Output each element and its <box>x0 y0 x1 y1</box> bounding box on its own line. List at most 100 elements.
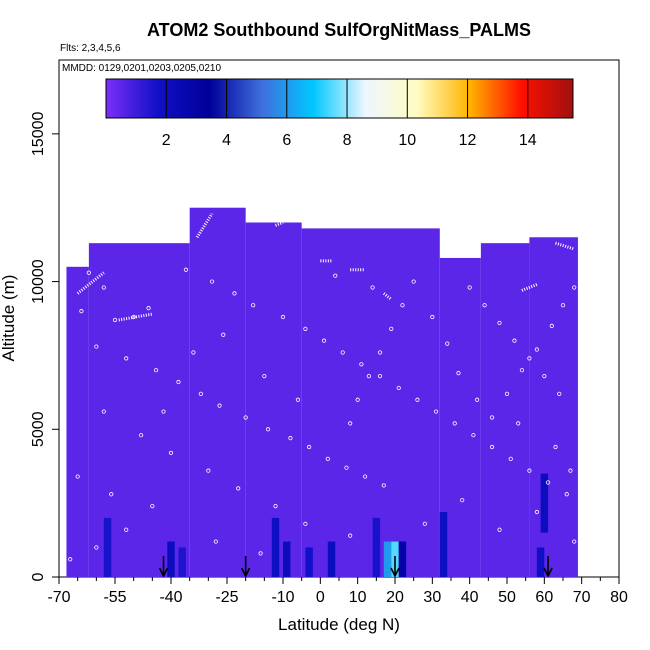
sample-point <box>86 270 91 275</box>
sample-point <box>146 306 151 311</box>
sample-point <box>348 421 353 426</box>
arrow-head <box>543 567 553 578</box>
sample-point <box>433 409 439 414</box>
sample-point <box>198 391 203 396</box>
x-tick-label: -25 <box>215 589 238 606</box>
colorbar-tick-label: 12 <box>459 132 477 149</box>
sample-point <box>101 409 106 414</box>
sample-point <box>303 521 308 526</box>
sample-point <box>150 503 155 509</box>
sample-point <box>112 317 118 323</box>
x-tick-label: 50 <box>498 589 516 606</box>
sample-point <box>545 480 551 485</box>
y-tick-label: 15000 <box>30 112 47 157</box>
y-tick-label: 5000 <box>30 411 47 447</box>
sample-point <box>553 444 558 450</box>
heatmap-cell <box>167 541 175 577</box>
sample-point <box>124 356 129 361</box>
sample-point <box>131 314 136 320</box>
sample-point <box>340 350 345 355</box>
x-axis: -70 -55 -40 -25 -10 0 10 20 30 40 50 60 70 80 <box>47 577 628 606</box>
sample-point <box>355 397 360 402</box>
heatmap-cell <box>540 473 549 533</box>
dates-label: MMDD: 0129,0201,0203,0205,0210 <box>62 63 221 74</box>
x-tick-label: 0 <box>316 589 325 606</box>
sample-point <box>400 303 405 308</box>
sample-point <box>516 421 521 426</box>
sample-point <box>71 261 77 266</box>
heatmap-cell <box>398 541 407 577</box>
sample-point <box>489 444 495 450</box>
sounding-arrow <box>240 556 251 578</box>
heatmap-cell <box>305 547 313 577</box>
flight-track <box>76 271 105 295</box>
sample-point <box>265 427 271 432</box>
sample-point <box>366 374 371 379</box>
sample-point <box>344 465 349 470</box>
x-tick-label: 70 <box>573 589 591 606</box>
sample-point <box>232 291 237 296</box>
sample-point <box>527 468 532 473</box>
colorbar-gradient <box>105 78 574 119</box>
sample-point <box>206 468 211 473</box>
heatmap-region <box>66 266 89 577</box>
x-tick-label: 60 <box>535 589 553 606</box>
x-tick-label: -40 <box>159 589 182 606</box>
sample-point <box>445 341 450 346</box>
sample-point <box>377 350 383 355</box>
heatmap-region <box>480 243 530 577</box>
sample-point <box>572 285 577 290</box>
heatmap-cell <box>283 541 291 577</box>
heatmap-region <box>301 228 440 577</box>
sample-point <box>389 326 394 331</box>
sample-point <box>75 474 80 479</box>
x-tick-label: 30 <box>423 589 441 606</box>
sample-point <box>489 415 495 420</box>
sample-point <box>456 371 461 376</box>
chart-title: ATOM2 Southbound SulfOrgNitMass_PALMS <box>147 20 531 40</box>
x-axis-label: Latitude (deg N) <box>278 615 400 634</box>
sample-point <box>452 421 457 426</box>
x-tick-label: 80 <box>610 589 628 606</box>
sample-point <box>460 498 465 503</box>
sample-point <box>560 303 566 308</box>
sample-point <box>333 273 338 278</box>
flight-tracks <box>76 212 575 322</box>
sample-point <box>519 368 525 373</box>
x-tick-label: -70 <box>47 589 70 606</box>
sample-point <box>512 338 517 343</box>
x-tick-label: -10 <box>271 589 294 606</box>
x-tick-label: 20 <box>386 589 404 606</box>
sample-point <box>161 409 166 414</box>
heatmap-cell <box>383 541 392 577</box>
sample-point <box>262 374 267 379</box>
sample-point <box>321 338 327 343</box>
sample-point <box>430 314 435 320</box>
sample-point <box>534 347 539 352</box>
sample-point <box>94 344 99 349</box>
sample-point <box>68 557 73 562</box>
flight-track <box>195 212 214 239</box>
flights-label: Flts: 2,3,4,5,6 <box>60 43 121 54</box>
sample-point <box>377 374 383 379</box>
y-tick-label: 0 <box>30 572 47 581</box>
x-tick-label: 10 <box>349 589 367 606</box>
sample-point <box>168 450 174 456</box>
sample-point <box>396 385 401 391</box>
heatmap-cell <box>536 547 545 577</box>
sounding-arrow <box>543 556 553 578</box>
y-tick-label: 10000 <box>30 259 47 304</box>
sample-point <box>94 545 99 550</box>
sample-point <box>221 332 226 337</box>
colorbar: 2 4 6 8 10 12 14 <box>105 78 574 149</box>
flight-track <box>382 292 393 301</box>
colorbar-tick-label: 10 <box>398 132 416 149</box>
sample-point <box>176 379 181 385</box>
sample-point <box>527 356 532 361</box>
sample-point <box>183 267 189 272</box>
sample-point <box>572 539 577 544</box>
sample-point <box>557 391 562 396</box>
heatmap-layer <box>66 207 578 577</box>
heatmap-region <box>529 237 578 577</box>
